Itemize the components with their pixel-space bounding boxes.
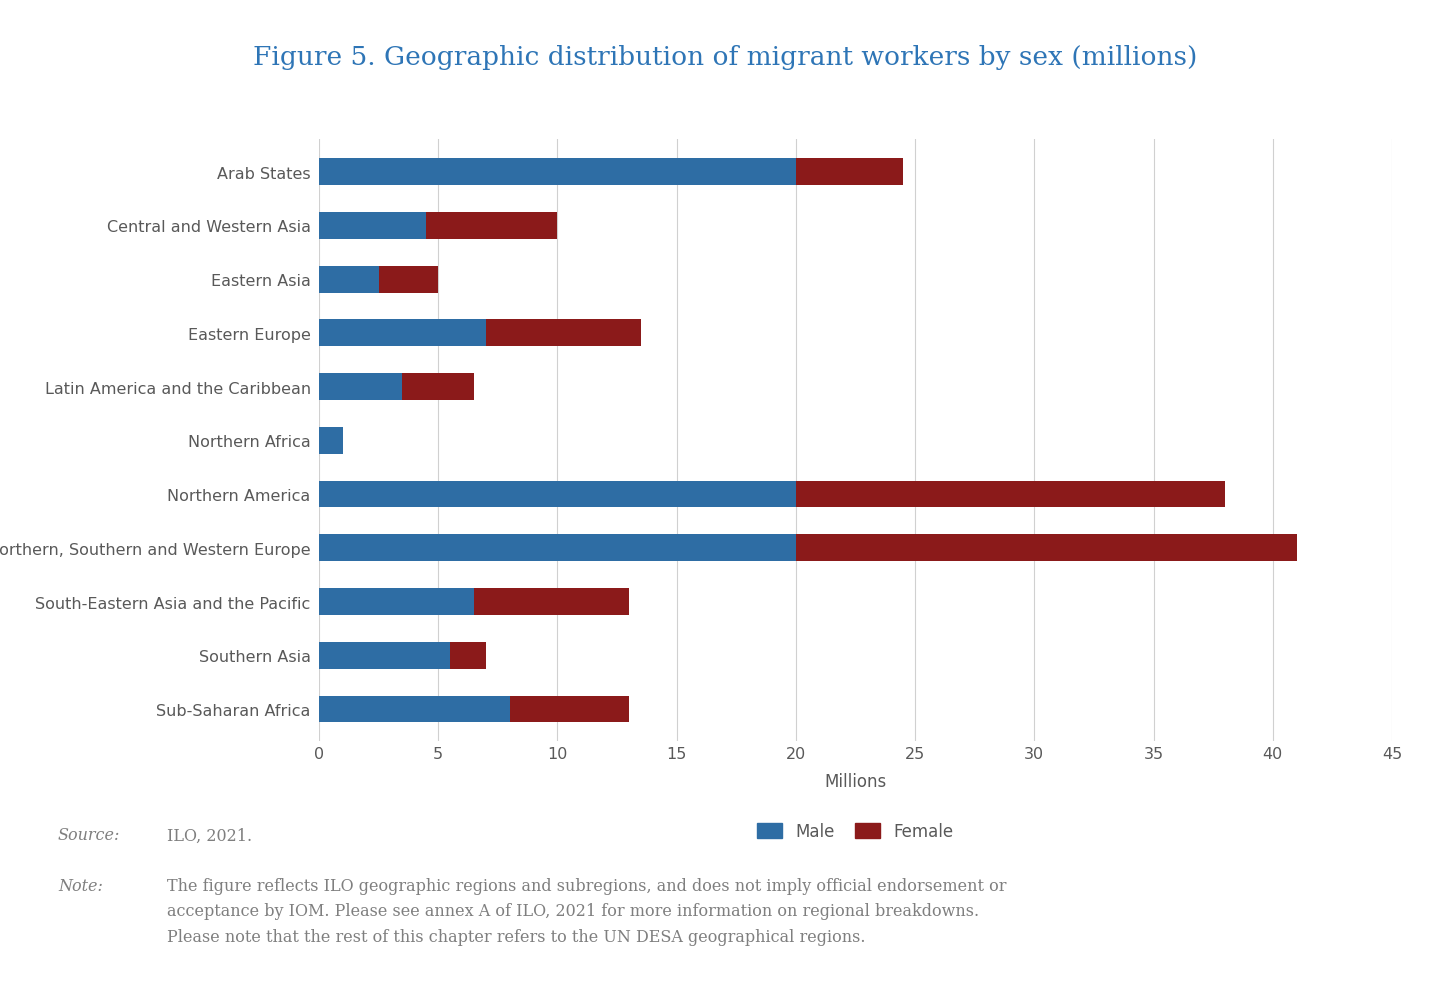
Bar (319, 535, 796, 562)
Text: The figure reflects ILO geographic regions and subregions, and does not imply of: The figure reflects ILO geographic regio… (167, 877, 1006, 945)
Bar (796, 481, 1225, 508)
Bar (510, 695, 629, 722)
Bar (796, 535, 1296, 562)
Bar (474, 588, 629, 615)
Bar (319, 267, 378, 294)
X-axis label: Millions: Millions (825, 773, 886, 791)
Text: Note:: Note: (58, 877, 103, 894)
Bar (319, 481, 796, 508)
Bar (319, 374, 403, 401)
Bar (450, 642, 486, 669)
Bar (319, 159, 796, 186)
Text: Figure 5. Geographic distribution of migrant workers by sex (millions): Figure 5. Geographic distribution of mig… (252, 45, 1198, 70)
Bar (319, 320, 486, 347)
Bar (319, 212, 426, 239)
Bar (319, 588, 474, 615)
Text: ILO, 2021.: ILO, 2021. (167, 827, 252, 844)
Bar (796, 159, 903, 186)
Legend: Male, Female: Male, Female (757, 822, 954, 840)
Bar (378, 267, 438, 294)
Bar (319, 695, 510, 722)
Bar (403, 374, 474, 401)
Bar (486, 320, 641, 347)
Bar (319, 428, 342, 454)
Text: Source:: Source: (58, 827, 120, 844)
Bar (319, 642, 450, 669)
Bar (426, 212, 557, 239)
